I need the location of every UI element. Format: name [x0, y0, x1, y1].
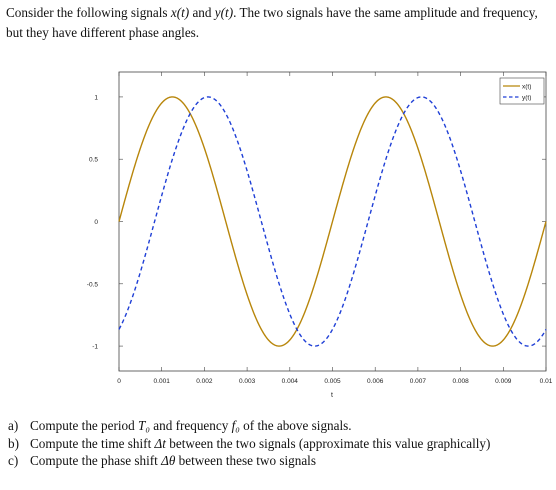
frequency-symbol: f₀	[231, 418, 240, 433]
signal-chart: 0 0.001 0.002 0.003 0.004 0.005 0.006 0.007 0.00…	[87, 71, 553, 399]
x-axis-label: t	[331, 392, 333, 399]
x-tick-label: 0	[117, 378, 121, 385]
x-tick-label: 0.009	[495, 378, 512, 385]
intro-text-3: . The two signals have the same amplitud…	[6, 5, 538, 40]
question-c-label: c)	[8, 453, 19, 468]
y-tick-label: 0	[94, 219, 98, 226]
question-b-text: Compute the time shift Δt between the tw…	[30, 435, 546, 453]
legend-label-y: y(t)	[522, 95, 531, 102]
question-c-text-1: Compute the phase shift	[30, 453, 162, 468]
x-tick-label: 0.007	[410, 378, 427, 385]
question-b-text-2: between the two signals (approximate thi…	[165, 435, 491, 451]
question-a-text: Compute the period T₀ and frequency f₀ o…	[30, 417, 546, 435]
intro-text-1: Consider the following signals	[6, 5, 171, 20]
y-tick-label: -0.5	[87, 281, 99, 288]
question-c: c) Compute the phase shift Δθ between th…	[6, 452, 546, 470]
question-b-text-1: Compute the time shift	[30, 435, 155, 451]
period-symbol: T₀	[138, 418, 150, 433]
legend-label-x: x(t)	[522, 84, 531, 91]
x-tick-label: 0.008	[452, 378, 469, 385]
question-b: b) Compute the time shift Δt between the…	[6, 435, 546, 453]
x-tick-label: 0.003	[239, 378, 256, 385]
phase-shift-symbol: Δθ	[161, 453, 176, 468]
x-tick-label: 0.01	[540, 378, 553, 385]
question-a-text-1: Compute the period	[30, 418, 139, 433]
question-a-label: a)	[8, 418, 19, 433]
x-tick-label: 0.005	[324, 378, 341, 385]
question-b-label: b)	[8, 435, 19, 451]
question-a-text-2: and frequency	[149, 418, 232, 433]
problem-intro: Consider the following signals x(t) and …	[6, 3, 551, 43]
legend: x(t) y(t)	[499, 77, 545, 105]
x-tick-label: 0.006	[367, 378, 384, 385]
x-signal-symbol: x(t)	[170, 5, 190, 20]
y-tick-label: -1	[92, 344, 98, 351]
x-tick-label: 0.004	[282, 378, 299, 385]
legend-box	[499, 77, 545, 105]
question-a-text-3: of the above signals.	[239, 418, 352, 433]
time-shift-symbol: Δt	[154, 435, 166, 451]
question-c-text: Compute the phase shift Δθ between these…	[30, 452, 546, 470]
question-list: a) Compute the period T₀ and frequency f…	[6, 417, 546, 470]
intro-text-2: and	[189, 5, 215, 20]
question-a: a) Compute the period T₀ and frequency f…	[6, 417, 546, 435]
y-tick-label: 0.5	[89, 157, 98, 164]
question-c-text-2: between these two signals	[175, 453, 316, 468]
series-line-y	[118, 96, 547, 347]
x-axis: 0 0.001 0.002 0.003 0.004 0.005 0.006 0.007 0.00…	[117, 72, 553, 385]
series-lines	[118, 96, 547, 347]
y-tick-label: 1	[94, 94, 98, 101]
x-tick-label: 0.002	[196, 378, 213, 385]
x-tick-label: 0.001	[154, 378, 171, 385]
y-signal-symbol: y(t)	[214, 5, 234, 20]
y-axis: 1 0.5 0 -0.5 -1	[87, 94, 546, 351]
